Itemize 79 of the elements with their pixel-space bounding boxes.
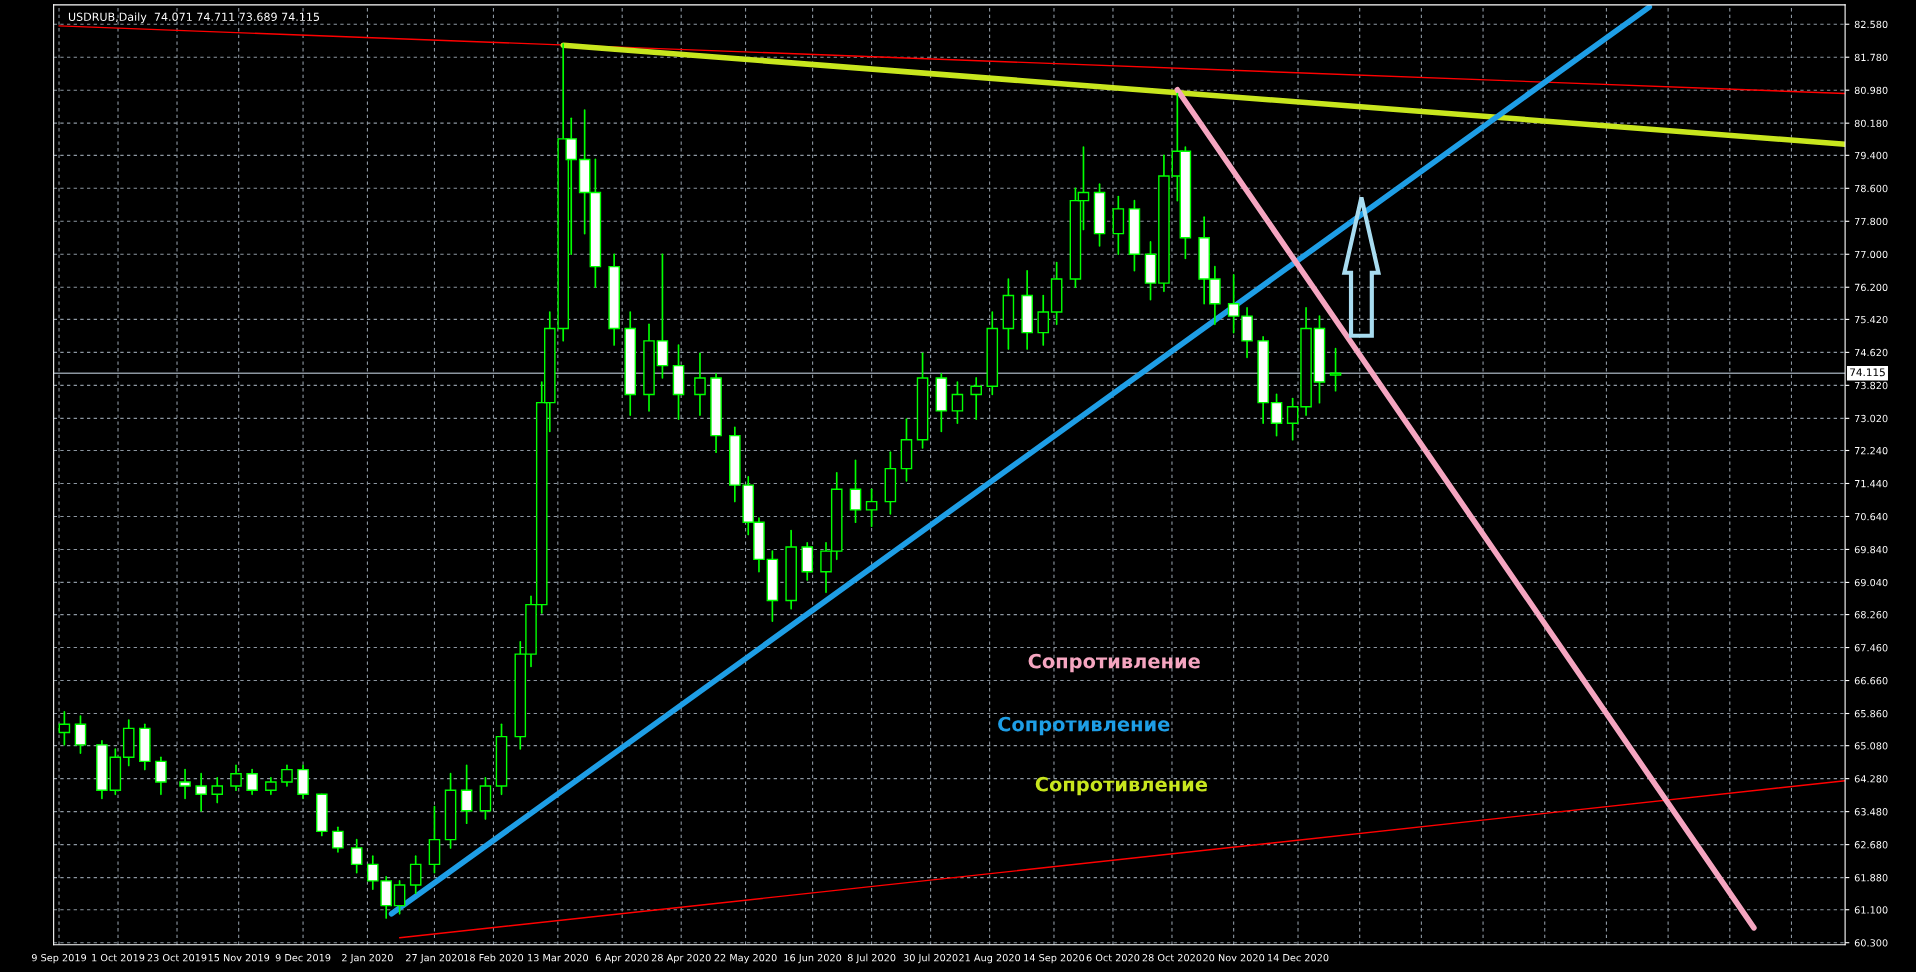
x-tick-label: 21 Aug 2020 bbox=[959, 953, 1021, 964]
candlestick bbox=[460, 764, 473, 825]
y-tick-label: 77.800 bbox=[1854, 217, 1888, 226]
y-tick-label: 64.280 bbox=[1854, 775, 1888, 783]
candlestick bbox=[179, 768, 191, 800]
x-tick-label: 14 Dec 2020 bbox=[1268, 953, 1329, 962]
y-tick-label: 66.660 bbox=[1854, 677, 1888, 685]
x-tick-label: 9 Sep 2019 bbox=[31, 953, 87, 964]
y-tick-label: 71.440 bbox=[1854, 479, 1888, 488]
y-tick-label: 60.300 bbox=[1854, 939, 1888, 947]
y-tick-label: 61.100 bbox=[1854, 906, 1888, 914]
x-tick-label: 14 Sep 2020 bbox=[1024, 953, 1085, 964]
x-tick-label: 16 Jun 2020 bbox=[784, 953, 842, 964]
x-tick-label: 6 Oct 2020 bbox=[1086, 953, 1140, 962]
x-tick-label: 22 May 2020 bbox=[714, 953, 777, 964]
x-tick-label: 13 Mar 2020 bbox=[528, 953, 588, 962]
annotation: Сопротивление bbox=[1028, 653, 1200, 673]
candlestick bbox=[951, 381, 964, 425]
y-tick-label: 80.980 bbox=[1854, 86, 1888, 95]
y-tick-label: 78.600 bbox=[1854, 184, 1888, 193]
candlestick bbox=[1227, 274, 1240, 334]
candlestick bbox=[246, 768, 258, 796]
y-tick-label: 77.000 bbox=[1854, 250, 1888, 259]
x-tick-label: 27 Jan 2020 bbox=[406, 953, 463, 964]
ref-line-label: 74.115 bbox=[1850, 368, 1885, 377]
candlestick bbox=[155, 756, 167, 796]
candlestick bbox=[58, 711, 71, 746]
x-tick-label: 6 Apr 2020 bbox=[595, 953, 649, 964]
x-tick-label: 30 Jul 2020 bbox=[903, 953, 958, 964]
x-tick-label: 9 Dec 2019 bbox=[275, 953, 331, 962]
y-tick-label: 69.840 bbox=[1854, 545, 1888, 554]
annotation: Сопротивление bbox=[998, 716, 1170, 736]
candlestick bbox=[865, 488, 878, 528]
x-tick-label: 23 Oct 2019 bbox=[147, 953, 207, 962]
y-tick-label: 82.580 bbox=[1854, 20, 1888, 29]
candlestick bbox=[195, 772, 207, 812]
candlestick bbox=[393, 880, 406, 915]
x-tick-label: 20 Nov 2020 bbox=[1203, 953, 1265, 962]
y-tick-label: 79.400 bbox=[1854, 151, 1888, 160]
candlestick bbox=[230, 764, 242, 792]
candlestick bbox=[849, 459, 862, 524]
y-tick-label: 65.860 bbox=[1854, 709, 1888, 718]
candlestick bbox=[409, 855, 422, 895]
annotation: Сопротивление bbox=[1035, 776, 1208, 796]
y-tick-label: 68.260 bbox=[1854, 611, 1888, 619]
y-tick-label: 61.880 bbox=[1854, 874, 1888, 882]
y-tick-label: 75.420 bbox=[1854, 315, 1888, 324]
candlestick bbox=[350, 838, 363, 874]
candlestick bbox=[970, 377, 982, 421]
x-tick-label: 15 Nov 2019 bbox=[208, 953, 270, 962]
x-tick-label: 18 Feb 2020 bbox=[464, 953, 524, 962]
candlestick bbox=[694, 352, 706, 416]
y-tick-label: 72.240 bbox=[1854, 446, 1888, 455]
y-tick-label: 65.080 bbox=[1854, 742, 1888, 750]
candlestick bbox=[1329, 347, 1342, 392]
candlestick bbox=[1270, 393, 1283, 437]
candlestick bbox=[74, 715, 87, 754]
x-tick-label: 8 Jul 2020 bbox=[847, 953, 896, 964]
candlestick bbox=[1286, 397, 1299, 441]
candlestick bbox=[1037, 294, 1050, 346]
candlestick bbox=[281, 764, 293, 787]
y-tick-label: 69.040 bbox=[1854, 578, 1888, 587]
y-tick-label: 74.620 bbox=[1854, 348, 1888, 357]
x-tick-label: 2 Jan 2020 bbox=[342, 953, 393, 964]
y-tick-label: 81.780 bbox=[1854, 53, 1888, 62]
y-tick-label: 73.020 bbox=[1854, 414, 1888, 423]
candlestick bbox=[332, 826, 344, 853]
candlestick bbox=[211, 776, 224, 804]
y-tick-label: 80.180 bbox=[1854, 119, 1888, 128]
y-tick-label: 62.680 bbox=[1854, 841, 1888, 849]
text: USDRUB,Daily 74.071 74.711 73.689 74.115 bbox=[68, 12, 320, 24]
y-tick-label: 63.480 bbox=[1854, 808, 1888, 816]
y-tick-label: 67.460 bbox=[1854, 644, 1888, 652]
x-tick-label: 28 Apr 2020 bbox=[651, 953, 711, 964]
y-tick-label: 76.200 bbox=[1854, 283, 1888, 292]
x-tick-label: 1 Oct 2019 bbox=[92, 953, 145, 962]
x-tick-label: 28 Oct 2020 bbox=[1142, 953, 1202, 962]
y-tick-label: 73.820 bbox=[1854, 381, 1888, 390]
y-tick-label: 70.640 bbox=[1854, 512, 1888, 521]
